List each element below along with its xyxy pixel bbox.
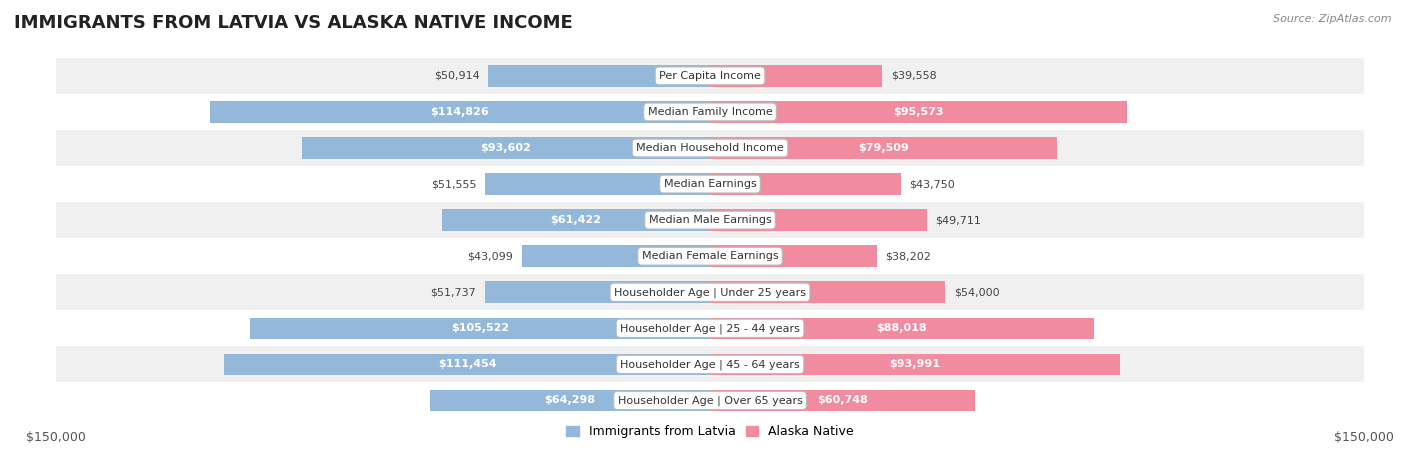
Bar (56, 274, 1364, 310)
Bar (224, 354, 710, 375)
Bar (710, 354, 1119, 375)
Text: Source: ZipAtlas.com: Source: ZipAtlas.com (1274, 14, 1392, 24)
Text: Median Male Earnings: Median Male Earnings (648, 215, 772, 225)
Text: Median Family Income: Median Family Income (648, 107, 772, 117)
Text: IMMIGRANTS FROM LATVIA VS ALASKA NATIVE INCOME: IMMIGRANTS FROM LATVIA VS ALASKA NATIVE … (14, 14, 572, 32)
Bar (56, 94, 1364, 130)
Bar (710, 389, 974, 411)
Bar (710, 245, 876, 267)
Bar (710, 173, 901, 195)
Text: $64,298: $64,298 (544, 396, 596, 405)
Text: $38,202: $38,202 (886, 251, 931, 261)
Text: $105,522: $105,522 (451, 323, 509, 333)
Text: Per Capita Income: Per Capita Income (659, 71, 761, 81)
Text: $93,602: $93,602 (481, 143, 531, 153)
Bar (488, 65, 710, 87)
Bar (56, 310, 1364, 347)
Text: Householder Age | Over 65 years: Householder Age | Over 65 years (617, 395, 803, 406)
Text: $49,711: $49,711 (935, 215, 981, 225)
Text: $43,099: $43,099 (468, 251, 513, 261)
Bar (302, 137, 710, 159)
Bar (522, 245, 710, 267)
Legend: Immigrants from Latvia, Alaska Native: Immigrants from Latvia, Alaska Native (561, 420, 859, 443)
Bar (710, 282, 945, 303)
Text: $50,914: $50,914 (433, 71, 479, 81)
Text: Householder Age | Under 25 years: Householder Age | Under 25 years (614, 287, 806, 297)
Text: $39,558: $39,558 (891, 71, 936, 81)
Bar (56, 238, 1364, 274)
Bar (485, 173, 710, 195)
Text: Median Household Income: Median Household Income (636, 143, 785, 153)
Bar (56, 202, 1364, 238)
Bar (710, 137, 1056, 159)
Text: Median Female Earnings: Median Female Earnings (641, 251, 779, 261)
Text: $54,000: $54,000 (955, 287, 1000, 297)
Bar (430, 389, 710, 411)
Text: $111,454: $111,454 (437, 360, 496, 369)
Text: Householder Age | 45 - 64 years: Householder Age | 45 - 64 years (620, 359, 800, 370)
Text: $114,826: $114,826 (430, 107, 489, 117)
Bar (710, 318, 1094, 339)
Text: $95,573: $95,573 (893, 107, 943, 117)
Bar (56, 58, 1364, 94)
Text: $51,737: $51,737 (430, 287, 475, 297)
Bar (485, 282, 710, 303)
Bar (443, 209, 710, 231)
Bar (56, 347, 1364, 382)
Text: $88,018: $88,018 (876, 323, 927, 333)
Text: Median Earnings: Median Earnings (664, 179, 756, 189)
Text: $61,422: $61,422 (551, 215, 602, 225)
Bar (710, 101, 1126, 123)
Bar (56, 382, 1364, 418)
Text: $43,750: $43,750 (910, 179, 955, 189)
Text: $93,991: $93,991 (890, 360, 941, 369)
Text: $51,555: $51,555 (432, 179, 477, 189)
Text: $79,509: $79,509 (858, 143, 908, 153)
Text: $60,748: $60,748 (817, 396, 868, 405)
Bar (250, 318, 710, 339)
Text: Householder Age | 25 - 44 years: Householder Age | 25 - 44 years (620, 323, 800, 333)
Bar (56, 166, 1364, 202)
Bar (56, 130, 1364, 166)
Bar (710, 209, 927, 231)
Bar (710, 65, 883, 87)
Bar (209, 101, 710, 123)
